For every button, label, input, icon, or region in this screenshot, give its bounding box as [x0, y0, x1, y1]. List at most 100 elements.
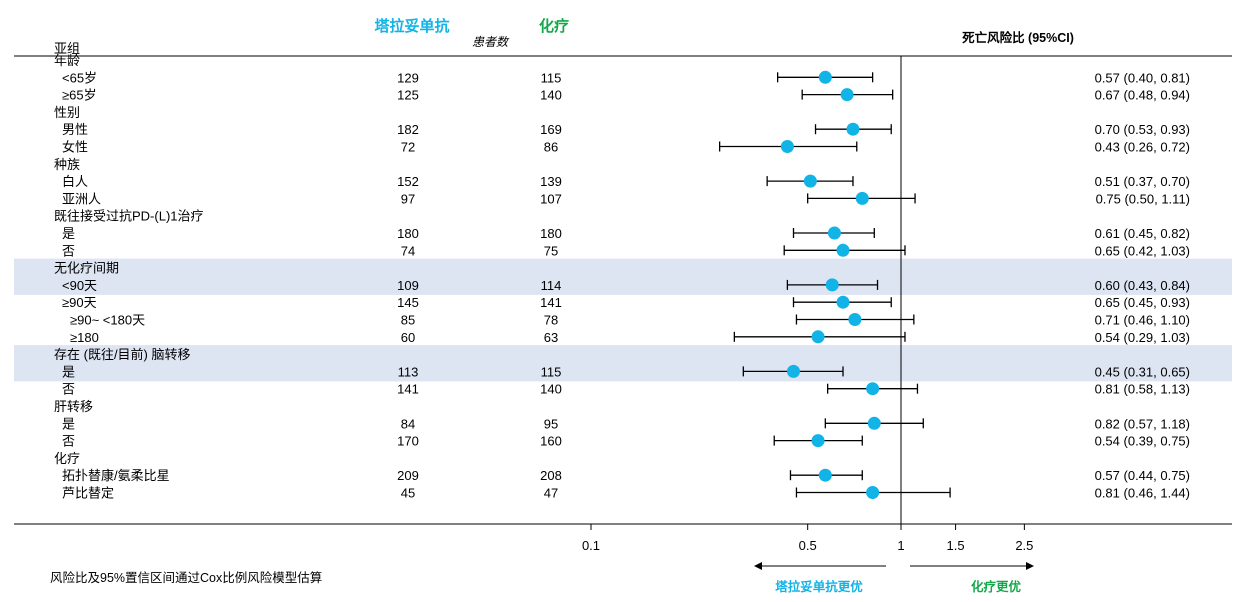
subgroup-label: <65岁	[62, 70, 97, 85]
control-patient-count: 75	[544, 243, 558, 258]
favors-treatment-arrow	[754, 562, 886, 570]
hazard-ratio-point	[818, 468, 832, 482]
hazard-ratio-ci-value: 0.82 (0.57, 1.18)	[1095, 416, 1190, 431]
subgroup-label: ≥180	[70, 330, 99, 345]
control-patient-count: 208	[540, 468, 562, 483]
treatment-patient-count: 60	[401, 330, 415, 345]
control-patient-count: 95	[544, 416, 558, 431]
treatment-patient-count: 74	[401, 243, 415, 258]
control-patient-count: 140	[540, 88, 562, 103]
x-tick-label: 1.5	[947, 538, 965, 553]
hazard-ratio-ci-value: 0.81 (0.58, 1.13)	[1095, 382, 1190, 397]
subgroup-header: 亚组	[54, 41, 80, 56]
hazard-ratio-point	[825, 278, 839, 292]
hazard-ratio-ci-value: 0.57 (0.44, 0.75)	[1095, 468, 1190, 483]
subgroup-label: 女性	[62, 140, 88, 155]
subgroup-label: 拓扑替康/氨柔比星	[62, 468, 170, 483]
x-axis-ticks: 0.1 0.5 1 1.5 2.5	[582, 524, 1033, 553]
hazard-ratio-point	[867, 416, 881, 430]
subgroup-label: 否	[62, 434, 75, 449]
subgroup-category-label: 存在 (既往/目前) 脑转移	[54, 347, 191, 362]
subgroup-label: 是	[62, 364, 75, 379]
control-patient-count: 141	[540, 295, 562, 310]
patients-count-label: 患者数	[472, 35, 510, 49]
subgroup-label: ≥90~ <180天	[70, 313, 145, 328]
hazard-ratio-ci-value: 0.61 (0.45, 0.82)	[1095, 226, 1190, 241]
hazard-ratio-point	[786, 364, 800, 378]
treatment-patient-count: 85	[401, 313, 415, 328]
x-tick-label: 0.5	[799, 538, 817, 553]
subgroup-label: 男性	[62, 122, 88, 137]
control-patient-count: 63	[544, 330, 558, 345]
x-tick-label: 2.5	[1015, 538, 1033, 553]
control-patient-count: 78	[544, 313, 558, 328]
hazard-ratio-ci-value: 0.54 (0.29, 1.03)	[1095, 330, 1190, 345]
treatment-patient-count: 145	[397, 295, 419, 310]
subgroup-label: 否	[62, 243, 75, 258]
highlight-band	[14, 258, 1232, 295]
subgroup-category-label: 既往接受过抗PD-(L)1治疗	[54, 209, 204, 224]
subgroup-label: ≥65岁	[62, 88, 97, 103]
treatment-patient-count: 152	[397, 174, 419, 189]
favors-control-arrow	[910, 562, 1034, 570]
treatment-patient-count: 180	[397, 226, 419, 241]
treatment-patient-count: 109	[397, 278, 419, 293]
x-tick-label: 1	[897, 538, 904, 553]
control-patient-count: 107	[540, 191, 562, 206]
control-patient-count: 180	[540, 226, 562, 241]
control-patient-count: 139	[540, 174, 562, 189]
hazard-ratio-ci-value: 0.65 (0.42, 1.03)	[1095, 243, 1190, 258]
hazard-ratio-ci-value: 0.54 (0.39, 0.75)	[1095, 434, 1190, 449]
hazard-ratio-ci-value: 0.71 (0.46, 1.10)	[1095, 313, 1190, 328]
treatment-patient-count: 113	[398, 364, 419, 379]
control-patient-count: 115	[541, 364, 562, 379]
subgroup-label: 芦比替定	[62, 486, 114, 501]
hazard-ratio-point	[811, 330, 825, 344]
subgroup-label: 是	[62, 226, 75, 241]
treatment-patient-count: 141	[397, 382, 419, 397]
hazard-ratio-point	[811, 434, 825, 448]
x-tick-label: 0.1	[582, 538, 600, 553]
treatment-patient-count: 129	[397, 70, 419, 85]
control-patient-count: 140	[540, 382, 562, 397]
highlight-band	[14, 345, 1232, 382]
favors-treatment-label: 塔拉妥单抗更优	[775, 579, 863, 594]
subgroup-label: 否	[62, 382, 75, 397]
control-patient-count: 47	[544, 486, 558, 501]
hazard-ratio-point	[840, 88, 854, 102]
hazard-ratio-ci-value: 0.43 (0.26, 0.72)	[1095, 140, 1190, 155]
subgroup-category-label: 化疗	[54, 451, 80, 466]
hazard-ratio-ci-value: 0.51 (0.37, 0.70)	[1095, 174, 1190, 189]
subgroup-category-label: 种族	[54, 157, 80, 172]
subgroup-category-label: 无化疗间期	[54, 261, 119, 276]
subgroup-label: 是	[62, 416, 75, 431]
treatment-patient-count: 97	[401, 191, 415, 206]
control-patient-count: 115	[541, 70, 562, 85]
hazard-ratio-point	[855, 191, 869, 205]
hazard-ratio-point	[846, 122, 860, 136]
hazard-ratio-ci-value: 0.65 (0.45, 0.93)	[1095, 295, 1190, 310]
hazard-ratio-point	[803, 174, 817, 188]
highlight-bands	[14, 258, 1232, 382]
hazard-ratio-point	[866, 382, 880, 396]
treatment-patient-count: 72	[401, 140, 415, 155]
favors-control-label: 化疗更优	[971, 579, 1022, 594]
treatment-patient-count: 209	[397, 468, 419, 483]
hazard-ratio-ci-value: 0.45 (0.31, 0.65)	[1095, 364, 1190, 379]
hazard-ratio-ci-value: 0.81 (0.46, 1.44)	[1095, 486, 1190, 501]
treatment-patient-count: 125	[397, 88, 419, 103]
subgroup-category-label: 年龄	[54, 53, 80, 68]
hazard-ratio-point	[836, 243, 850, 257]
control-patient-count: 169	[540, 122, 562, 137]
treatment-patient-count: 170	[397, 434, 419, 449]
subgroup-label: ≥90天	[62, 295, 97, 310]
subgroup-category-label: 肝转移	[54, 399, 93, 414]
hazard-ratio-ci-value: 0.67 (0.48, 0.94)	[1095, 88, 1190, 103]
footnote: 风险比及95%置信区间通过Cox比例风险模型估算	[50, 570, 322, 585]
hazard-ratio-ci-value: 0.75 (0.50, 1.11)	[1096, 191, 1190, 206]
hazard-ratio-ci-value: 0.60 (0.43, 0.84)	[1095, 278, 1190, 293]
hazard-ratio-point	[848, 313, 862, 326]
treatment-patient-count: 45	[401, 486, 415, 501]
hazard-ratio-ci-value: 0.57 (0.40, 0.81)	[1095, 70, 1190, 85]
subgroup-label: 亚洲人	[62, 191, 101, 206]
